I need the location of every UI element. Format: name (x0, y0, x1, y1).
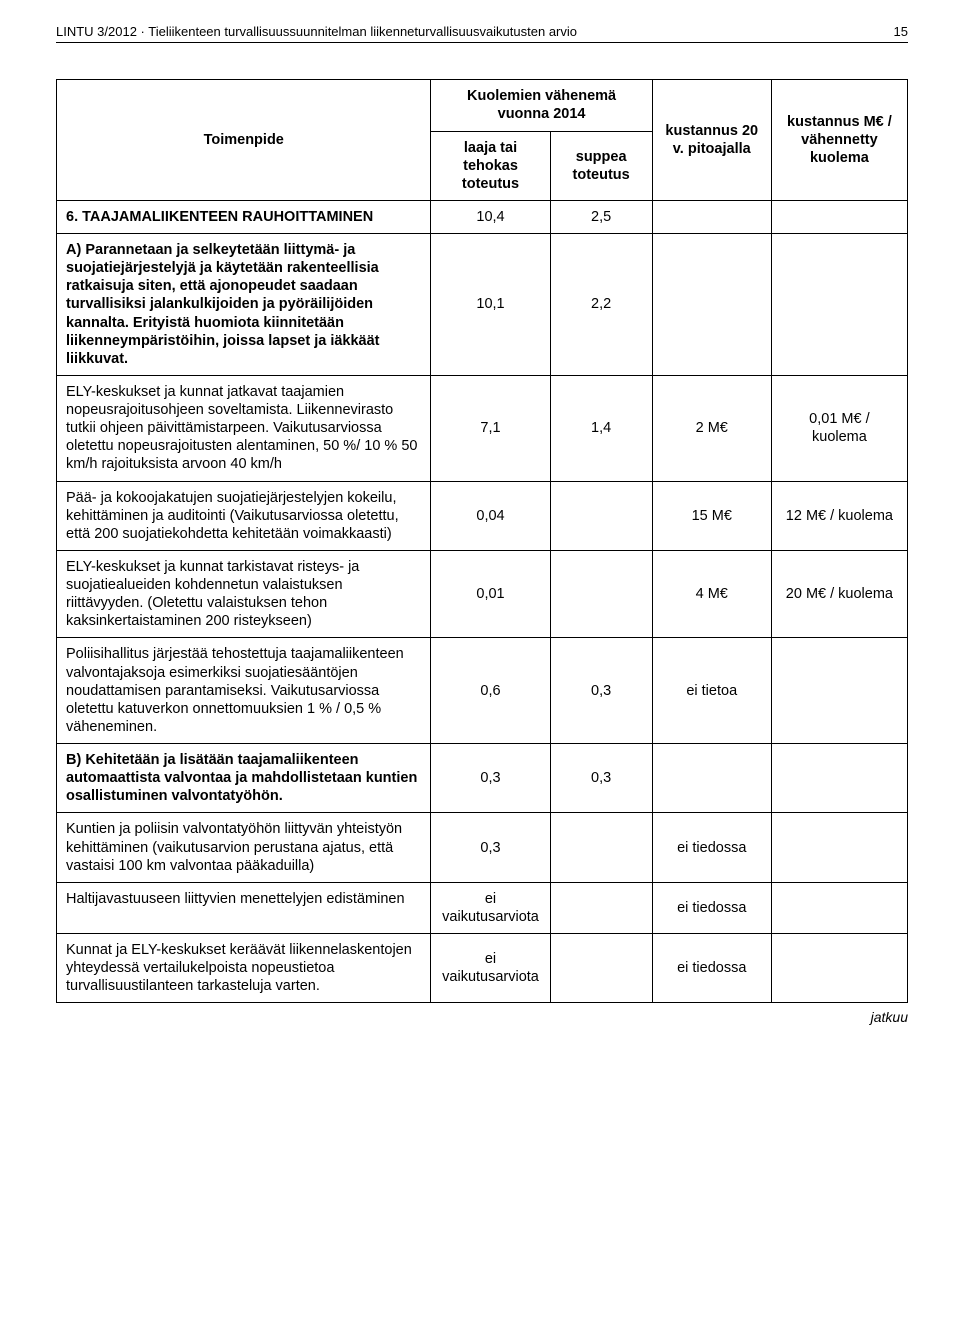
col-header-kustannus-pitoajalla: kustannus 20 v. pitoajalla (652, 80, 771, 201)
row-cell-a: 10,1 (431, 234, 550, 376)
row-cell-a: 0,6 (431, 638, 550, 744)
row-description: 6. TAAJAMALIIKENTEEN RAUHOITTAMINEN (57, 200, 431, 233)
row-cell-d: 12 M€ / kuolema (771, 481, 907, 550)
row-description: Haltijavastuuseen liittyvien menettelyje… (57, 882, 431, 933)
row-cell-d (771, 744, 907, 813)
row-cell-c: ei tiedossa (652, 934, 771, 1003)
row-cell-d (771, 200, 907, 233)
row-cell-c (652, 744, 771, 813)
page-header: LINTU 3/2012 · Tieliikenteen turvallisuu… (56, 24, 908, 43)
row-cell-c (652, 200, 771, 233)
row-cell-c: ei tiedossa (652, 882, 771, 933)
table-row: Pää- ja kokoojakatujen suojatiejärjestel… (57, 481, 908, 550)
row-cell-c: 2 M€ (652, 375, 771, 481)
row-cell-a: 0,04 (431, 481, 550, 550)
row-cell-c: 15 M€ (652, 481, 771, 550)
row-description: B) Kehitetään ja lisätään taajamaliikent… (57, 744, 431, 813)
row-description: Kunnat ja ELY-keskukset keräävät liikenn… (57, 934, 431, 1003)
continuation-label: jatkuu (56, 1009, 908, 1027)
row-cell-c: ei tiedossa (652, 813, 771, 882)
table-row: Kunnat ja ELY-keskukset keräävät liikenn… (57, 934, 908, 1003)
row-cell-a: 0,3 (431, 813, 550, 882)
row-cell-b: 0,3 (550, 638, 652, 744)
row-description: A) Parannetaan ja selkeytetään liittymä-… (57, 234, 431, 376)
table-row: Poliisihallitus järjestää tehostettuja t… (57, 638, 908, 744)
row-cell-b: 2,5 (550, 200, 652, 233)
row-cell-a: 0,01 (431, 550, 550, 638)
row-cell-a: 7,1 (431, 375, 550, 481)
row-cell-c: ei tietoa (652, 638, 771, 744)
row-cell-b: 2,2 (550, 234, 652, 376)
row-cell-d (771, 234, 907, 376)
row-description: Poliisihallitus järjestää tehostettuja t… (57, 638, 431, 744)
row-cell-b (550, 550, 652, 638)
col-header-toimenpide: Toimenpide (57, 80, 431, 201)
table-row: Kuntien ja poliisin valvontatyöhön liitt… (57, 813, 908, 882)
col-header-kuolemien-group: Kuolemien vähenemä vuonna 2014 (431, 80, 652, 131)
row-cell-c: 4 M€ (652, 550, 771, 638)
row-cell-b (550, 934, 652, 1003)
row-description: Kuntien ja poliisin valvontatyöhön liitt… (57, 813, 431, 882)
row-cell-a: ei vaikutusarviota (431, 882, 550, 933)
row-description: ELY-keskukset ja kunnat jatkavat taajami… (57, 375, 431, 481)
row-cell-a: 0,3 (431, 744, 550, 813)
col-header-laaja: laaja tai tehokas toteutus (431, 131, 550, 200)
col-header-suppea: suppea toteutus (550, 131, 652, 200)
document-page: LINTU 3/2012 · Tieliikenteen turvallisuu… (0, 0, 960, 1051)
page-number: 15 (894, 24, 908, 40)
row-cell-b: 0,3 (550, 744, 652, 813)
row-cell-a: 10,4 (431, 200, 550, 233)
table-row: ELY-keskukset ja kunnat jatkavat taajami… (57, 375, 908, 481)
table-row: 6. TAAJAMALIIKENTEEN RAUHOITTAMINEN10,42… (57, 200, 908, 233)
row-cell-d: 0,01 M€ / kuolema (771, 375, 907, 481)
col-header-kustannus-kuolema: kustannus M€ / vähennetty kuolema (771, 80, 907, 201)
data-table: Toimenpide Kuolemien vähenemä vuonna 201… (56, 79, 908, 1003)
table-head-row-1: Toimenpide Kuolemien vähenemä vuonna 201… (57, 80, 908, 131)
row-cell-b: 1,4 (550, 375, 652, 481)
row-cell-d: 20 M€ / kuolema (771, 550, 907, 638)
row-cell-a: ei vaikutusarviota (431, 934, 550, 1003)
row-cell-b (550, 481, 652, 550)
table-row: A) Parannetaan ja selkeytetään liittymä-… (57, 234, 908, 376)
header-left: LINTU 3/2012 · Tieliikenteen turvallisuu… (56, 24, 577, 39)
row-cell-d (771, 638, 907, 744)
row-cell-b (550, 813, 652, 882)
row-cell-d (771, 813, 907, 882)
table-row: B) Kehitetään ja lisätään taajamaliikent… (57, 744, 908, 813)
table-body: 6. TAAJAMALIIKENTEEN RAUHOITTAMINEN10,42… (57, 200, 908, 1003)
table-row: ELY-keskukset ja kunnat tarkistavat rist… (57, 550, 908, 638)
row-cell-b (550, 882, 652, 933)
row-cell-c (652, 234, 771, 376)
row-description: Pää- ja kokoojakatujen suojatiejärjestel… (57, 481, 431, 550)
row-cell-d (771, 934, 907, 1003)
row-cell-d (771, 882, 907, 933)
row-description: ELY-keskukset ja kunnat tarkistavat rist… (57, 550, 431, 638)
table-row: Haltijavastuuseen liittyvien menettelyje… (57, 882, 908, 933)
